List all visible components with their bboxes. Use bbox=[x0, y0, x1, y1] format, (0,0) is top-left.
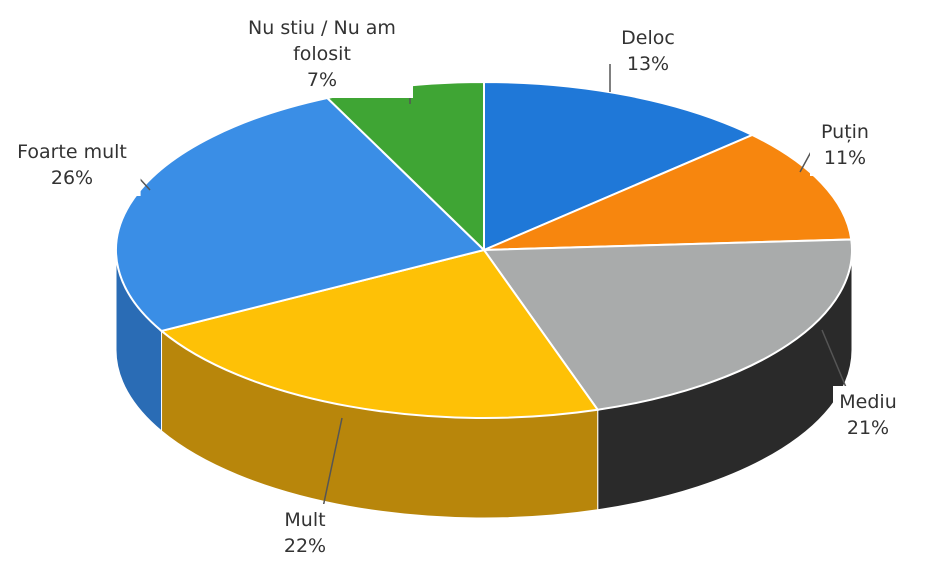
data-label-deloc: Deloc 13% bbox=[609, 22, 683, 92]
slice-value-label: 21% bbox=[847, 417, 889, 439]
slice-category-label: Deloc bbox=[621, 27, 675, 49]
pie-slice-pu-in bbox=[483, 133, 853, 251]
slice-category-label: Mult bbox=[284, 509, 325, 531]
data-label-mediu: Mediu 21% bbox=[821, 329, 903, 446]
slice-category-label: Foarte mult bbox=[17, 141, 127, 163]
leader-line-mult bbox=[321, 417, 343, 513]
data-label-pu-in: Puțin 11% bbox=[799, 116, 880, 176]
pie-labels: Deloc 13% Puțin 11% Mediu 21% Mult 22% Foarte mu… bbox=[3, 12, 903, 564]
slice-category-label: Mediu bbox=[839, 391, 896, 413]
slice-category-label: folosit bbox=[293, 43, 351, 65]
data-label-foarte-mult: Foarte mult 26% bbox=[3, 136, 151, 196]
label-box-mediu bbox=[833, 386, 903, 446]
label-box-foarte-mult bbox=[3, 136, 141, 196]
slice-category-label: Puțin bbox=[821, 121, 869, 143]
slice-value-label: 26% bbox=[51, 167, 93, 189]
label-box-pu-in bbox=[810, 116, 880, 176]
label-box-nu-stiu-nu-am-folosit bbox=[231, 12, 413, 98]
leader-line-mediu bbox=[821, 329, 849, 393]
data-label-mult: Mult 22% bbox=[275, 417, 343, 564]
pie-slice-mult bbox=[159, 248, 600, 419]
slice-value-label: 11% bbox=[824, 147, 866, 169]
label-box-deloc bbox=[613, 22, 683, 82]
slice-value-label: 22% bbox=[284, 535, 326, 557]
pie-top-faces bbox=[115, 80, 853, 419]
pie-slice-foarte-mult bbox=[115, 96, 486, 333]
pie-slice-mediu bbox=[482, 238, 853, 411]
slice-value-label: 13% bbox=[627, 53, 669, 75]
pie-slice-deloc bbox=[483, 80, 755, 252]
data-label-nu-stiu-nu-am-folosit: Nu stiu / Nu am folosit 7% bbox=[231, 12, 413, 104]
slice-category-label: Nu stiu / Nu am bbox=[248, 17, 396, 39]
label-box-mult bbox=[275, 504, 335, 564]
slice-value-label: 7% bbox=[307, 69, 337, 91]
